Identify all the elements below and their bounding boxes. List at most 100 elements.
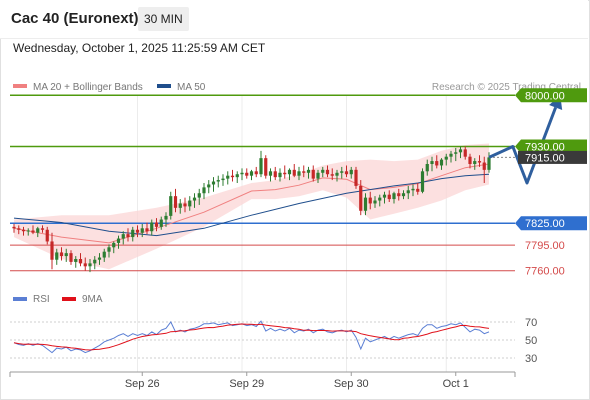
candle-body: [126, 234, 130, 238]
candle-body: [344, 171, 349, 175]
chart-legend: MA 20 + Bollinger Bands MA 50 Research © 2…: [13, 82, 581, 93]
level-tag-resistance: [515, 139, 587, 154]
last-price-label: 7915.00: [525, 152, 565, 164]
candle-body: [325, 169, 330, 175]
candle: [297, 166, 301, 181]
copyright: Research © 2025 Trading Central: [432, 82, 581, 93]
candle: [116, 235, 121, 249]
instrument-title: Cac 40 (Euronext): [11, 10, 139, 27]
candle-body: [131, 229, 135, 238]
candle: [145, 222, 149, 235]
candle: [164, 212, 168, 227]
candle-body: [245, 172, 249, 176]
candle-body: [102, 251, 106, 258]
candle: [325, 165, 330, 178]
candle-body: [306, 169, 311, 173]
candle: [378, 194, 382, 207]
candle: [392, 191, 396, 204]
candle: [26, 228, 30, 236]
candle: [287, 168, 292, 181]
candle: [235, 171, 239, 183]
candle: [221, 174, 225, 186]
candle-body: [297, 171, 301, 176]
rsi-ma-line: [13, 323, 490, 351]
candle-body: [40, 228, 45, 230]
candle: [173, 188, 178, 213]
candle-body: [50, 241, 54, 260]
candle: [401, 190, 406, 200]
level-label-resistance: 7930.00: [525, 141, 565, 153]
candle: [463, 146, 467, 160]
candle-body: [173, 196, 178, 208]
candle: [97, 253, 102, 265]
candle: [78, 253, 83, 267]
candle-body: [387, 194, 391, 200]
candle-body: [135, 229, 140, 233]
level-label-resistance: 8000.00: [525, 90, 565, 102]
candle: [169, 191, 173, 220]
candle: [406, 185, 410, 200]
header-bar: Cac 40 (Euronext) 30 MIN: [0, 0, 588, 38]
candle: [192, 193, 197, 208]
candle: [197, 188, 201, 205]
candle-body: [36, 228, 40, 233]
candle-body: [64, 253, 68, 257]
candle-body: [230, 175, 235, 178]
candle: [344, 165, 349, 178]
candle-body: [169, 196, 173, 216]
candle-body: [221, 178, 225, 181]
candle: [363, 193, 368, 216]
candle: [249, 169, 254, 181]
candle: [273, 166, 277, 181]
candle: [21, 226, 26, 236]
candle-body: [397, 193, 401, 197]
candle-body: [435, 161, 439, 166]
candle: [112, 241, 116, 254]
timeframe-badge[interactable]: 30 MIN: [138, 7, 189, 31]
candle-body: [449, 153, 453, 157]
candle: [207, 180, 211, 194]
candle-body: [444, 156, 448, 160]
candle-body: [150, 222, 154, 232]
candle: [316, 169, 320, 183]
candle: [382, 191, 387, 204]
candle-body: [249, 171, 254, 176]
level-tag-resistance: [515, 88, 587, 103]
candle: [93, 256, 97, 270]
candle: [359, 180, 363, 216]
candle: [411, 184, 415, 197]
candle-body: [302, 171, 306, 173]
candle-body: [159, 219, 163, 227]
candle: [31, 225, 35, 235]
candle-body: [55, 252, 59, 260]
candle: [268, 168, 273, 182]
candle: [74, 256, 78, 268]
candle-body: [430, 161, 434, 164]
key-levels: [10, 94, 515, 272]
x-tick-label: Oct 1: [443, 378, 469, 390]
candle-body: [458, 149, 463, 153]
candle-body: [112, 242, 116, 248]
candle-body: [31, 230, 35, 233]
candle: [159, 216, 163, 230]
candle: [69, 250, 73, 265]
rsi-legend-label: RSI: [33, 294, 50, 305]
candle: [17, 225, 21, 235]
level-label-pivot: 7825.00: [525, 218, 565, 230]
candle-body: [473, 161, 477, 164]
candle: [458, 146, 463, 159]
candle: [131, 226, 135, 242]
candle: [449, 150, 453, 163]
rsi-tick-label: 50: [525, 335, 537, 347]
candle-body: [145, 228, 149, 232]
candle-body: [207, 184, 211, 188]
candle-body: [154, 222, 159, 227]
candle-body: [216, 180, 220, 182]
candle-body: [69, 253, 73, 262]
candle: [50, 232, 54, 270]
candle-body: [83, 263, 87, 267]
candle-body: [12, 226, 16, 229]
rsi-panel: RSI 9MA 70 50 30: [10, 294, 537, 365]
